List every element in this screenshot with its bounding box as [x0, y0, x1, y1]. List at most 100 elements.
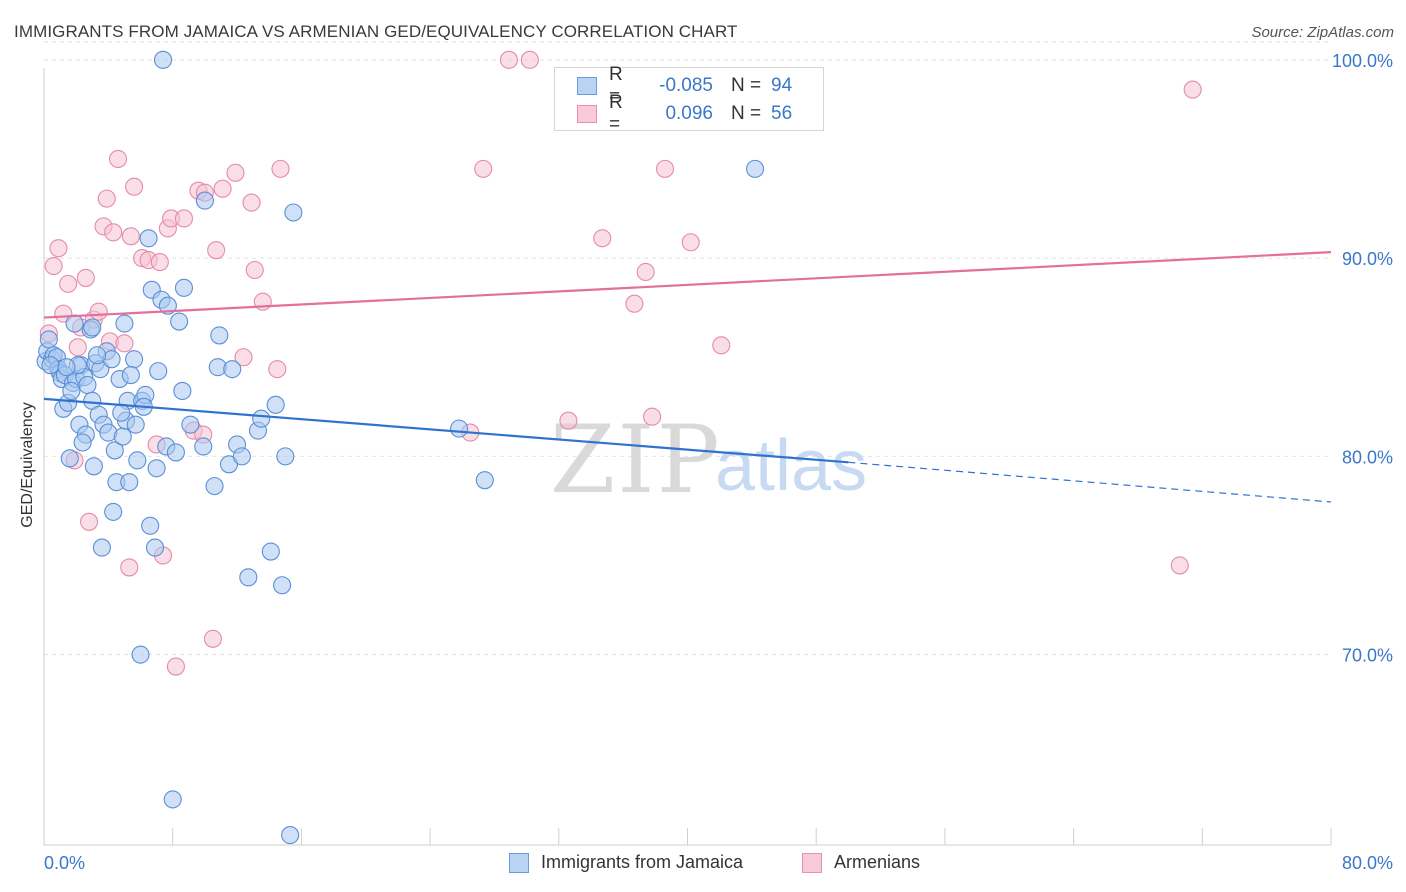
- chart-title: IMMIGRANTS FROM JAMAICA VS ARMENIAN GED/…: [14, 22, 738, 41]
- armenians-point: [213, 179, 232, 198]
- jamaica-point: [65, 314, 84, 333]
- armenians-point: [1183, 80, 1202, 99]
- armenians-point: [203, 629, 222, 648]
- jamaica-point: [145, 538, 165, 557]
- jamaica-point: [88, 346, 107, 365]
- jamaica-point: [121, 366, 140, 385]
- armenians-point: [207, 241, 226, 260]
- r-value: -0.085: [659, 75, 713, 96]
- n-label: N =: [731, 75, 762, 96]
- legend-label-armenians: Armenians: [834, 852, 921, 872]
- jamaica-point: [120, 473, 139, 492]
- jamaica-point: [170, 312, 189, 331]
- jamaica-point: [181, 415, 200, 434]
- grid-lines: [44, 41, 1331, 656]
- jamaica-trend-line: [43, 397, 849, 464]
- n-label: N =: [731, 103, 762, 124]
- armenians-point: [234, 348, 253, 367]
- r-value: 0.096: [665, 103, 713, 124]
- r-label: R =: [609, 64, 623, 107]
- jamaica-point: [92, 538, 111, 557]
- armenians-point: [174, 209, 194, 228]
- x-tick-label: 0.0%: [44, 853, 85, 873]
- jamaica-point: [239, 568, 258, 587]
- r-label: R =: [609, 92, 623, 135]
- legend-item-armenians[interactable]: Armenians: [802, 852, 920, 873]
- legend-label-jamaica: Immigrants from Jamaica: [541, 852, 744, 872]
- watermark-atlas: atlas: [715, 426, 867, 506]
- jamaica-point: [173, 381, 192, 400]
- armenians-point: [166, 657, 185, 676]
- jamaica-point: [113, 427, 132, 446]
- jamaica-point: [147, 459, 166, 478]
- jamaica-point: [84, 457, 103, 476]
- jamaica-point: [131, 645, 150, 664]
- armenians-point: [643, 407, 662, 426]
- jamaica-point: [78, 375, 97, 395]
- armenians-point: [681, 233, 700, 252]
- jamaica-point: [166, 443, 185, 462]
- axes: [43, 68, 1332, 846]
- armenians-point: [625, 294, 644, 313]
- stats-row-armenians: R = 0.096 N = 56: [577, 92, 793, 135]
- jamaica-point: [232, 447, 251, 466]
- armenians-point: [68, 338, 87, 357]
- armenians-point: [89, 302, 108, 321]
- armenians-point: [49, 239, 68, 258]
- jamaica-point: [149, 362, 168, 381]
- y-axis-label: GED/Equivalency: [19, 402, 36, 528]
- armenians-point: [115, 334, 134, 353]
- armenians-point: [1170, 556, 1189, 575]
- jamaica-point: [60, 449, 79, 468]
- jamaica-point: [104, 502, 123, 521]
- armenians-point: [474, 159, 493, 178]
- jamaica-trend-extension: [848, 461, 1332, 503]
- jamaica-point: [261, 542, 280, 561]
- jamaica-point: [281, 826, 300, 845]
- jamaica-point: [105, 441, 124, 460]
- trend-lines: [43, 251, 1332, 503]
- armenians-point: [97, 189, 116, 208]
- n-value: 94: [771, 75, 793, 96]
- legend-item-jamaica[interactable]: Immigrants from Jamaica: [509, 852, 743, 873]
- jamaica-point: [115, 314, 134, 333]
- armenians-point: [636, 262, 655, 282]
- jamaica-point: [210, 326, 229, 345]
- jamaica-points: [36, 50, 765, 845]
- armenians-point: [59, 274, 78, 293]
- y-tick-label: 80.0%: [1342, 447, 1393, 467]
- jamaica-point: [141, 516, 160, 535]
- armenians-point: [76, 268, 95, 287]
- jamaica-point: [746, 159, 765, 178]
- jamaica-point: [128, 451, 147, 470]
- series-legend: Immigrants from Jamaica Armenians: [0, 852, 1406, 878]
- jamaica-point: [273, 576, 292, 595]
- armenians-point: [104, 223, 123, 242]
- jamaica-point: [62, 381, 81, 400]
- jamaica-point: [112, 403, 131, 422]
- jamaica-point: [195, 191, 214, 210]
- x-tick-label: 80.0%: [1342, 853, 1393, 873]
- jamaica-point: [475, 471, 494, 490]
- jamaica-point: [41, 356, 60, 375]
- jamaica-point: [158, 296, 177, 315]
- armenians-point: [120, 558, 139, 577]
- armenians-point: [108, 149, 128, 169]
- armenians-point: [593, 229, 612, 248]
- armenians-point: [520, 50, 539, 69]
- armenians-point: [44, 256, 63, 276]
- jamaica-point: [126, 415, 145, 434]
- jamaica-point: [83, 318, 102, 337]
- stats-row-jamaica: R = -0.085 N = 94: [577, 64, 793, 107]
- armenians-point: [499, 50, 518, 69]
- jamaica-point: [174, 278, 194, 297]
- jamaica-point: [163, 790, 182, 809]
- armenians-point: [79, 512, 99, 531]
- jamaica-point: [194, 437, 213, 456]
- armenians-point: [712, 336, 731, 355]
- jamaica-swatch: [577, 77, 597, 95]
- y-tick-label: 70.0%: [1342, 646, 1393, 666]
- n-value: 56: [771, 103, 793, 124]
- tick-labels: 70.0% 80.0% 90.0% 100.0% 0.0% 80.0%: [44, 51, 1393, 873]
